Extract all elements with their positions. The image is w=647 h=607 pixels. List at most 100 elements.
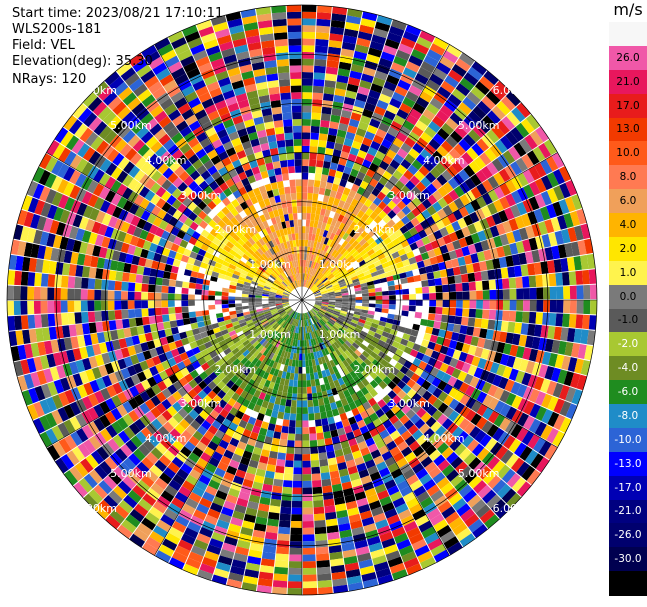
gate-cell — [377, 253, 386, 261]
gate-cell — [302, 165, 309, 173]
gate-cell — [182, 383, 193, 393]
gate-cell — [463, 214, 474, 226]
gate-cell — [275, 376, 282, 385]
gate-cell — [208, 399, 218, 410]
gate-cell — [307, 393, 313, 401]
gate-cell — [33, 300, 41, 315]
gate-cell — [120, 242, 130, 254]
gate-cell — [427, 394, 438, 406]
gate-cell — [268, 300, 276, 302]
gate-cell — [264, 312, 272, 317]
gate-cell — [547, 411, 560, 428]
gate-cell — [28, 257, 37, 272]
gate-cell — [313, 290, 321, 295]
gate-cell — [128, 273, 137, 283]
gate-cell — [387, 556, 403, 568]
range-ring-label: 6.00km — [75, 84, 117, 98]
gate-cell — [293, 319, 297, 326]
gate-cell — [316, 321, 322, 329]
gate-cell — [322, 298, 329, 300]
gate-cell — [316, 364, 322, 373]
gate-cell — [341, 542, 355, 552]
gate-cell — [240, 526, 254, 537]
gate-cell — [571, 194, 583, 211]
gate-cell — [375, 295, 383, 300]
gate-cell — [348, 300, 356, 303]
gate-cell — [282, 292, 290, 296]
gate-cell — [342, 295, 349, 298]
gate-cell — [296, 400, 302, 408]
gate-cell — [94, 300, 102, 311]
gate-cell — [469, 300, 477, 309]
gate-cell — [254, 367, 262, 376]
gate-cell — [262, 348, 270, 357]
gate-cell — [251, 166, 261, 175]
gate-cell — [275, 252, 281, 260]
gate-cell — [351, 342, 360, 350]
gate-cell — [367, 343, 376, 352]
gate-cell — [302, 440, 310, 448]
gate-cell — [209, 87, 223, 98]
gate-cell — [314, 262, 319, 270]
gate-cell — [344, 252, 352, 260]
gate-cell — [46, 444, 61, 461]
gate-cell — [331, 268, 339, 275]
gate-cell — [151, 205, 162, 217]
gate-cell — [145, 387, 156, 399]
gate-cell — [245, 562, 261, 572]
gate-cell — [260, 329, 268, 336]
gate-cell — [292, 112, 302, 120]
gate-cell — [185, 349, 195, 358]
gate-cell — [198, 220, 208, 230]
gate-cell — [101, 442, 115, 457]
gate-cell — [316, 336, 322, 344]
gate-cell — [222, 307, 230, 313]
gate-cell — [242, 15, 258, 25]
colorbar-segment — [609, 547, 647, 572]
gate-cell — [156, 495, 171, 509]
gate-cell — [371, 336, 380, 344]
gate-cell — [142, 368, 153, 380]
gate-cell — [268, 302, 276, 306]
gate-cell — [335, 303, 343, 307]
gate-cell — [72, 214, 83, 228]
gate-cell — [251, 235, 259, 243]
gate-cell — [287, 433, 295, 441]
gate-cell — [113, 466, 127, 481]
gate-cell — [389, 97, 402, 109]
gate-cell — [429, 334, 438, 344]
colorbar-segment — [609, 236, 647, 262]
gate-cell — [361, 306, 369, 311]
gate-cell — [511, 253, 521, 266]
gate-cell — [280, 342, 286, 351]
gate-cell — [421, 401, 433, 412]
gate-cell — [442, 307, 450, 315]
gate-cell — [268, 304, 276, 307]
gate-cell — [290, 85, 302, 93]
gate-cell — [302, 11, 317, 19]
gate-cell — [575, 314, 584, 329]
gate-cell — [544, 219, 555, 234]
gate-cell — [339, 283, 347, 288]
gate-cell — [275, 215, 281, 224]
gate-cell — [123, 262, 132, 273]
gate-cell — [87, 393, 99, 407]
gate-cell — [321, 291, 328, 295]
gate-cell — [506, 492, 522, 508]
gate-cell — [364, 131, 376, 141]
gate-cell — [324, 313, 332, 319]
colorbar-segment — [609, 45, 647, 71]
gate-cell — [446, 323, 455, 332]
gate-cell — [154, 459, 167, 472]
gate-cell — [465, 190, 476, 203]
gate-cell — [318, 139, 327, 148]
gate-cell — [258, 222, 266, 231]
gate-cell — [157, 43, 174, 57]
gate-cell — [425, 171, 437, 183]
gate-cell — [574, 358, 584, 374]
gate-cell — [187, 521, 202, 533]
gate-cell — [306, 312, 311, 319]
gate-cell — [259, 565, 274, 574]
range-ring-label: 1.00km — [249, 327, 291, 341]
gate-cell — [312, 276, 317, 284]
